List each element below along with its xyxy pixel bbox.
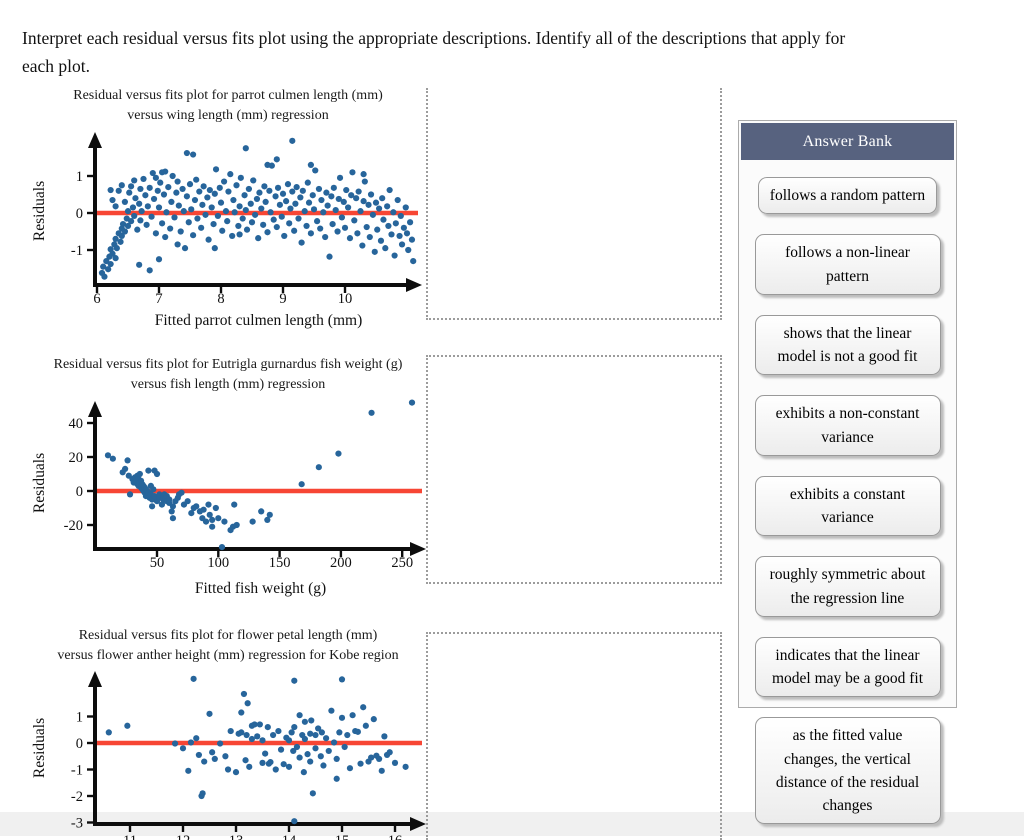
svg-text:100: 100: [207, 555, 229, 571]
svg-text:-1: -1: [71, 762, 83, 778]
answer-chip-1[interactable]: follows a non-linear pattern: [754, 234, 941, 295]
drop-zone-plot-2[interactable]: [426, 355, 722, 584]
plot-parrot-residuals: Residual versus fits plot for parrot cul…: [30, 86, 430, 332]
answer-chip-6[interactable]: indicates that the linear model may be a…: [754, 636, 941, 698]
svg-text:6: 6: [93, 291, 100, 307]
y-axis-label: Residuals: [31, 718, 48, 778]
scatter-plot-flower: 11 12 13 14 15 16 1 0 -1 -2 -3 Residuals: [31, 670, 426, 840]
plot-title: Residual versus fits plot for parrot cul…: [30, 86, 426, 126]
svg-text:7: 7: [155, 291, 162, 307]
svg-text:10: 10: [338, 291, 353, 307]
svg-text:13: 13: [229, 833, 244, 840]
drop-zone-plot-3[interactable]: [426, 632, 722, 840]
svg-text:-20: -20: [64, 518, 83, 534]
svg-text:0: 0: [76, 484, 83, 500]
plot-title: Residual versus fits plot for flower pet…: [30, 626, 426, 666]
instructions-line2: each plot.: [22, 56, 91, 77]
instructions-line1: Interpret each residual versus fits plot…: [22, 27, 846, 48]
svg-text:16: 16: [388, 833, 403, 840]
answer-chip-0[interactable]: follows a random pattern: [757, 177, 938, 215]
svg-text:-1: -1: [71, 243, 83, 259]
plot-title-line2: versus fish length (mm) regression: [130, 376, 326, 392]
svg-text:Fitted parrot culmen length (m: Fitted parrot culmen length (mm): [155, 312, 362, 329]
svg-text:150: 150: [269, 555, 291, 571]
answer-chip-2[interactable]: shows that the linear model is not a goo…: [754, 314, 941, 376]
answer-chip-3[interactable]: exhibits a non-constant variance: [754, 395, 941, 456]
answer-bank-items: follows a random pattern follows a non-li…: [739, 162, 956, 825]
plot-fish-residuals: Residual versus fits plot for Eutrigla g…: [30, 355, 430, 607]
svg-text:9: 9: [279, 291, 286, 307]
svg-text:8: 8: [217, 291, 224, 307]
svg-text:40: 40: [69, 416, 84, 432]
answer-bank-panel: Answer Bank follows a random pattern foll…: [738, 120, 957, 825]
svg-text:0: 0: [76, 736, 83, 752]
answer-chip-4[interactable]: exhibits a constant variance: [754, 475, 941, 537]
svg-text:250: 250: [391, 555, 413, 571]
plot-title: Residual versus fits plot for Eutrigla g…: [30, 355, 426, 395]
svg-text:0: 0: [76, 206, 83, 222]
svg-text:12: 12: [176, 833, 191, 840]
y-axis-label: Residuals: [31, 453, 48, 513]
plot-title-line1: Residual versus fits plot for flower pet…: [78, 628, 378, 643]
svg-text:-2: -2: [71, 789, 83, 805]
plot-flower-residuals: Residual versus fits plot for flower pet…: [30, 626, 430, 840]
svg-text:1: 1: [76, 709, 83, 725]
svg-text:20: 20: [69, 450, 84, 466]
answer-chip-5[interactable]: roughly symmetric about the regression l…: [754, 556, 941, 617]
y-axis-label: Residuals: [31, 181, 48, 241]
answer-chip-7[interactable]: as the fitted value changes, the vertica…: [754, 717, 941, 825]
svg-text:200: 200: [330, 555, 352, 571]
answer-bank-header: Answer Bank: [741, 123, 954, 160]
svg-text:-3: -3: [71, 815, 83, 831]
instructions: Interpret each residual versus fits plot…: [22, 24, 982, 82]
svg-text:15: 15: [335, 833, 350, 840]
svg-text:Fitted fish weight (g): Fitted fish weight (g): [195, 580, 326, 597]
plot-title-line2: versus flower anther height (mm) regress…: [57, 647, 399, 663]
svg-text:1: 1: [76, 169, 83, 185]
plot-title-line1: Residual versus fits plot for Eutrigla g…: [53, 357, 403, 372]
plot-title-line2: versus wing length (mm) regression: [127, 107, 329, 123]
drop-zone-plot-1[interactable]: [426, 88, 722, 320]
svg-text:11: 11: [123, 833, 137, 840]
plot-title-line1: Residual versus fits plot for parrot cul…: [73, 88, 383, 103]
svg-text:50: 50: [150, 555, 165, 571]
svg-text:14: 14: [282, 833, 297, 840]
